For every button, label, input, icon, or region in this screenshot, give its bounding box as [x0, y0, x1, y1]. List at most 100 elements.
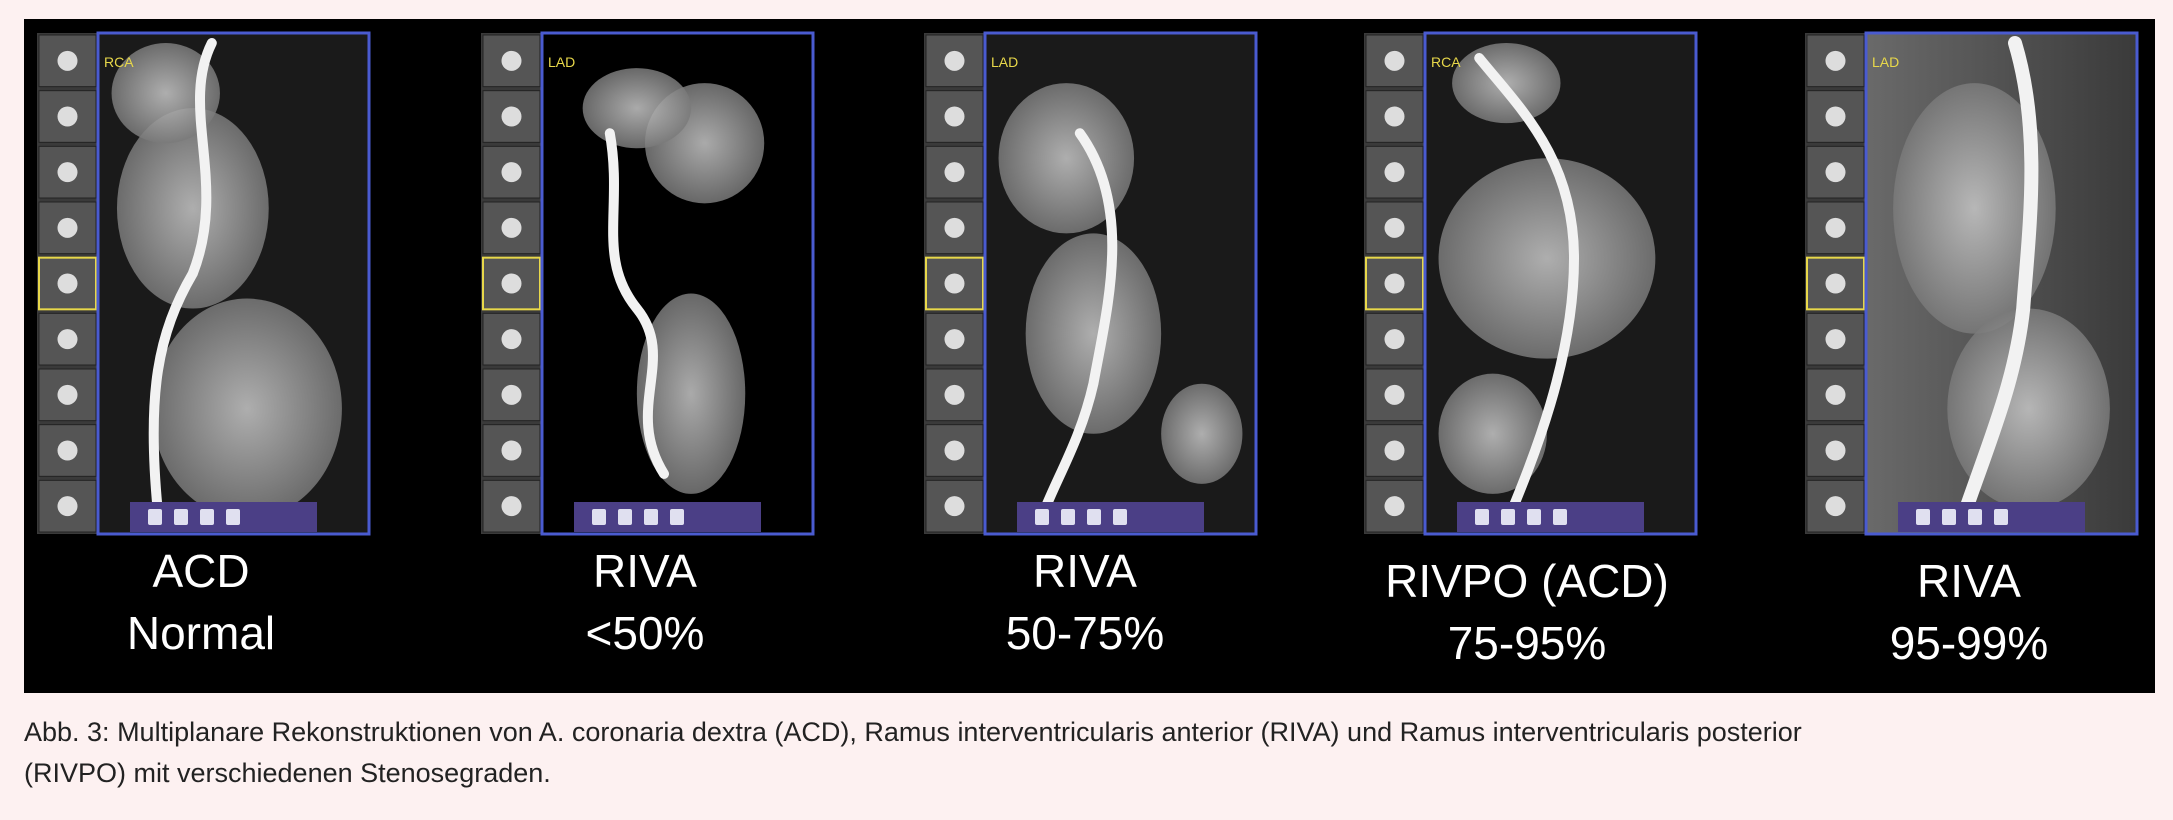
thumbnail-vessel: [1384, 162, 1405, 183]
thumbnail-vessel: [1825, 440, 1846, 461]
view-border: [983, 31, 1258, 536]
vessel-tag: LAD: [1872, 54, 1899, 70]
vessel-tag: LAD: [991, 54, 1018, 70]
vessel-tag: RCA: [104, 54, 134, 70]
thumbnail-vessel: [501, 217, 522, 238]
thumbnail-vessel: [1384, 106, 1405, 127]
tissue: [998, 83, 1135, 234]
view-border: [96, 31, 371, 536]
thumbnail: [1365, 368, 1424, 422]
thumbnail-vessel: [501, 106, 522, 127]
toolbar-icon: [1061, 509, 1075, 525]
thumbnail-vessel: [1384, 273, 1405, 294]
panel-grade: <50%: [586, 607, 705, 659]
thumbnail-vessel: [1825, 50, 1846, 71]
thumbnail-vessel: [944, 329, 965, 350]
panel-grade: 50-75%: [1006, 607, 1165, 659]
panel-title: RIVA: [1917, 555, 2021, 607]
tissue: [582, 68, 692, 149]
view-border: [1864, 31, 2139, 536]
toolbar-icon: [1087, 509, 1101, 525]
vessel-tag: LAD: [548, 54, 575, 70]
viewer-panel: RCA: [1364, 31, 1698, 536]
vessel: [148, 38, 217, 514]
thumbnail-vessel: [57, 217, 78, 238]
figure: RCA ACD Normal LAD RIVA <50% LAD RIVA 50-75% RCA R…: [24, 19, 2155, 693]
thumbnail-vessel: [944, 384, 965, 405]
toolbar-icon: [1113, 509, 1127, 525]
viewer-panel: RCA: [37, 31, 371, 536]
tissue: [636, 293, 746, 494]
toolbar-icon: [1527, 509, 1541, 525]
viewer-panel: LAD: [481, 31, 815, 536]
vessel: [604, 128, 669, 479]
vessel: [1474, 53, 1580, 529]
vessel: [1034, 128, 1118, 529]
view-border: [540, 31, 815, 536]
thumbnail-vessel: [1825, 273, 1846, 294]
thumbnail-vessel: [1384, 50, 1405, 71]
vessel: [1953, 36, 2039, 531]
thumbnail-vessel: [944, 217, 965, 238]
thumbnail: [482, 201, 541, 255]
caption-line: (RIVPO) mit verschiedenen Stenosegraden.: [24, 758, 551, 788]
thumbnail-vessel: [1384, 440, 1405, 461]
thumbnail-vessel: [57, 162, 78, 183]
toolbar-icon: [592, 509, 606, 525]
thumbnail-vessel: [57, 440, 78, 461]
panel-title: RIVA: [1033, 545, 1137, 597]
viewer-panel: LAD: [1805, 31, 2139, 536]
thumbnail-vessel: [57, 273, 78, 294]
thumbnail-vessel: [944, 106, 965, 127]
tissue: [1438, 158, 1656, 359]
caption-line: Abb. 3: Multiplanare Rekonstruktionen vo…: [24, 717, 1802, 747]
toolbar-icon: [1994, 509, 2008, 525]
thumbnail-vessel: [501, 50, 522, 71]
panel-title: RIVPO (ACD): [1385, 555, 1669, 607]
panel-title: RIVA: [593, 545, 697, 597]
thumbnail-vessel: [57, 50, 78, 71]
caption: Abb. 3: Multiplanare Rekonstruktionen vo…: [24, 712, 2154, 794]
thumbnail: [38, 34, 97, 88]
thumbnail-vessel: [501, 384, 522, 405]
panel-grade: 75-95%: [1448, 617, 1607, 669]
toolbar-icon: [1475, 509, 1489, 525]
view-border: [1423, 31, 1698, 536]
thumbnail-vessel: [944, 50, 965, 71]
tissue: [116, 108, 269, 309]
thumbnail-vessel: [501, 496, 522, 517]
vessel-tag: RCA: [1431, 54, 1461, 70]
toolbar-icon: [670, 509, 684, 525]
tissue: [111, 43, 220, 144]
viewer-panel: LAD: [924, 31, 1258, 536]
thumbnail-vessel: [1825, 217, 1846, 238]
toolbar-icon: [1035, 509, 1049, 525]
thumbnail-vessel: [944, 273, 965, 294]
toolbar-icon: [200, 509, 214, 525]
thumbnail-vessel: [1825, 329, 1846, 350]
thumbnail-vessel: [57, 496, 78, 517]
thumbnail-vessel: [1825, 384, 1846, 405]
panel-title: ACD: [152, 545, 249, 597]
toolbar-icon: [618, 509, 632, 525]
thumbnail-vessel: [501, 273, 522, 294]
toolbar-icon: [1553, 509, 1567, 525]
toolbar-icon: [644, 509, 658, 525]
thumbnail-vessel: [57, 106, 78, 127]
panel-grade: 95-99%: [1890, 617, 2049, 669]
tissue: [1438, 373, 1547, 494]
thumbnail-vessel: [944, 496, 965, 517]
toolbar-icon: [226, 509, 240, 525]
toolbar-icon: [1501, 509, 1515, 525]
tissue: [152, 298, 342, 519]
thumbnail-vessel: [501, 329, 522, 350]
toolbar-icon: [1968, 509, 1982, 525]
thumbnail-vessel: [1384, 496, 1405, 517]
thumbnail-vessel: [1384, 384, 1405, 405]
thumbnail-vessel: [944, 162, 965, 183]
thumbnail-vessel: [1825, 496, 1846, 517]
thumbnail-vessel: [1384, 329, 1405, 350]
thumbnail-vessel: [1825, 162, 1846, 183]
thumbnail-vessel: [1825, 106, 1846, 127]
